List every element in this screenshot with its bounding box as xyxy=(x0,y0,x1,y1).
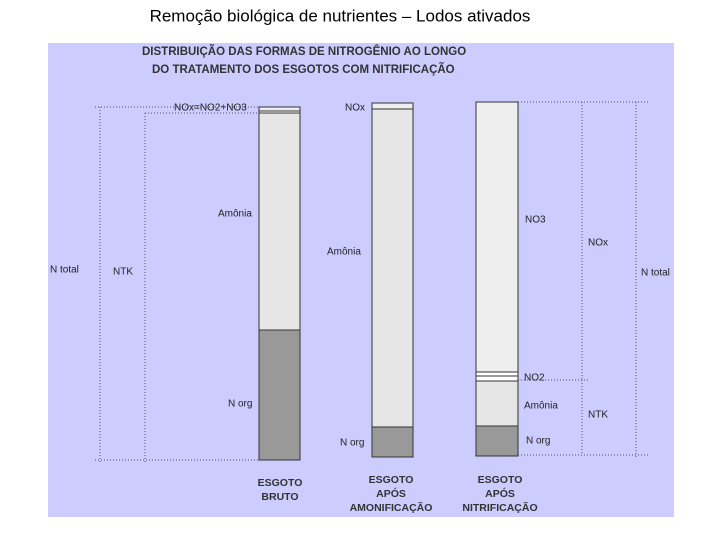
label: NO3 xyxy=(525,215,546,226)
label: NTK xyxy=(588,410,608,421)
slide-title: Remoção biológica de nutrientes – Lodos … xyxy=(150,6,531,25)
caption: AMONIFICAÇÃO xyxy=(350,501,433,514)
panel xyxy=(48,43,674,517)
ammonia-segment xyxy=(258,112,301,331)
no2-segment xyxy=(475,375,519,382)
label: Amônia xyxy=(524,401,558,412)
caption: ESGOTO xyxy=(258,477,303,489)
caption: NITRIFICAÇÃO xyxy=(462,501,537,514)
caption: APÓS xyxy=(485,487,515,500)
guides xyxy=(95,101,648,462)
caption: ESGOTO xyxy=(478,474,523,486)
label: N org xyxy=(228,399,252,410)
norg-segment xyxy=(475,425,519,457)
heading: DISTRIBUIÇÃO DAS FORMAS DE NITROGÊNIO AO… xyxy=(142,45,466,58)
column-1 xyxy=(258,106,301,461)
ammonia-segment xyxy=(475,380,519,427)
norg-segment xyxy=(258,329,301,461)
caption: ESGOTO xyxy=(369,474,414,486)
caption: APÓS xyxy=(376,487,406,500)
label: N total xyxy=(641,268,670,279)
caption: BRUTO xyxy=(261,491,298,503)
label: Amônia xyxy=(218,209,252,220)
nox-segment xyxy=(258,106,301,112)
no2-segment xyxy=(475,371,519,377)
label: N total xyxy=(50,265,79,276)
label: Amônia xyxy=(327,247,361,258)
heading: DO TRATAMENTO DOS ESGOTOS COM NITRIFICAÇ… xyxy=(152,63,455,76)
label: NTK xyxy=(113,267,133,278)
no3-segment xyxy=(475,101,519,373)
column-2 xyxy=(371,102,414,458)
nox-segment xyxy=(371,102,414,110)
label: NOx=NO2+NO3 xyxy=(174,103,247,114)
label: N org xyxy=(526,436,550,447)
label: NOx xyxy=(345,103,365,114)
column-3 xyxy=(475,101,519,457)
ammonia-segment xyxy=(371,108,414,428)
label: NO2 xyxy=(524,373,545,384)
norg-segment xyxy=(371,426,414,458)
label: NOx xyxy=(588,238,608,249)
label: N org xyxy=(340,438,364,449)
